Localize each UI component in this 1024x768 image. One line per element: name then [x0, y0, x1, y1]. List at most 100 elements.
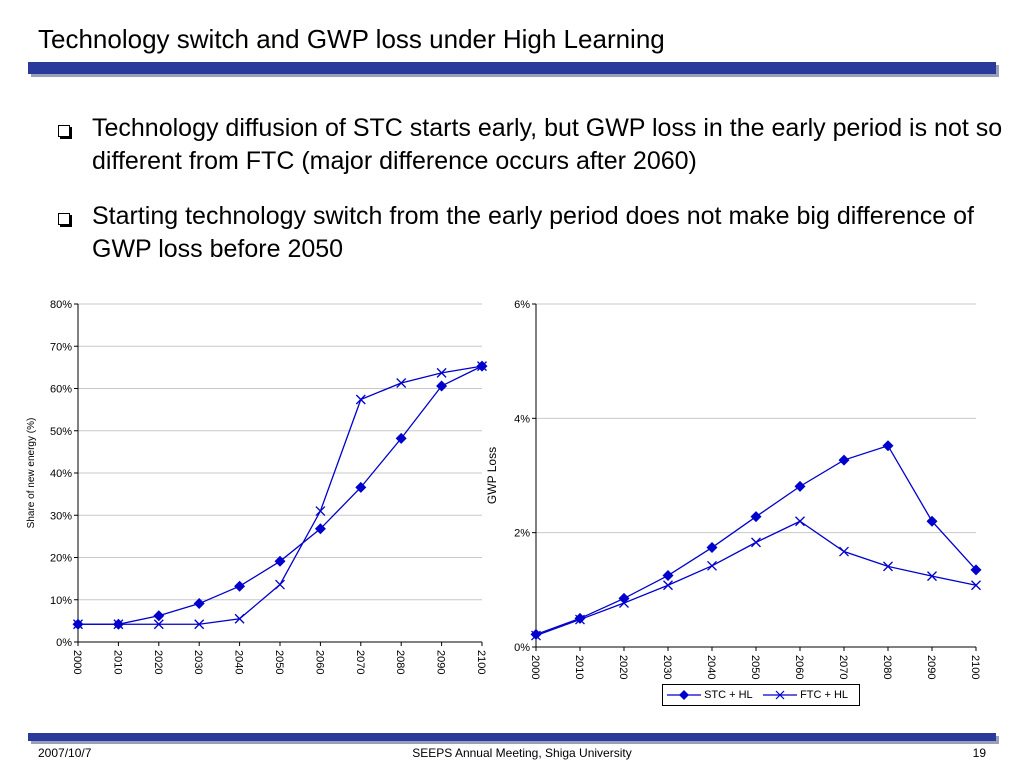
data-point-x — [751, 537, 761, 548]
bullet-item: Starting technology switch from the earl… — [54, 200, 1004, 266]
x-tick-label: 2030 — [661, 655, 673, 679]
slide-title: Technology switch and GWP loss under Hig… — [38, 24, 665, 54]
x-tick-label: 2070 — [837, 655, 849, 679]
x-tick-label: 2030 — [192, 650, 204, 674]
bullet-item: Technology diffusion of STC starts early… — [54, 112, 1004, 178]
y-tick-label: 50% — [50, 426, 72, 438]
data-point-x — [436, 367, 447, 378]
square-bullet-icon — [58, 213, 70, 225]
y-axis-label: Share of new energy (%) — [26, 418, 37, 529]
legend-line-diamond-icon — [667, 690, 701, 700]
y-tick-label: 10% — [50, 595, 72, 607]
series-line-0 — [78, 365, 483, 625]
data-point-x — [839, 546, 849, 557]
data-point-diamond — [314, 523, 326, 535]
data-point-diamond — [234, 580, 246, 592]
chart-share-new-energy: 0% 10% 20% 30% 40% 50% 60% 70% 80% 2000 2010 2020 20… — [26, 299, 488, 674]
series-line-1 — [78, 365, 483, 625]
x-tick-label: 2060 — [313, 650, 325, 674]
x-tick-label: 2050 — [273, 650, 285, 674]
data-point-diamond — [750, 511, 762, 523]
bullet-text: Starting technology switch from the earl… — [92, 202, 974, 263]
x-tick-label: 2050 — [749, 655, 761, 679]
data-point-x — [663, 580, 673, 591]
y-tick-label: 20% — [50, 553, 72, 565]
data-point-x — [795, 516, 805, 527]
y-tick-label: 40% — [50, 468, 72, 480]
data-point-x — [707, 560, 717, 571]
x-tick-label: 2080 — [881, 655, 893, 679]
data-point-x — [73, 619, 83, 630]
x-tick-label: 2000 — [71, 650, 83, 674]
title-rule — [28, 62, 996, 74]
data-point-diamond — [618, 592, 630, 604]
series-line-0 — [535, 444, 977, 636]
chart-legend: STC + HL FTC + HL — [662, 684, 860, 706]
y-tick-label: 0% — [514, 642, 530, 654]
x-tick-label: 2010 — [573, 655, 585, 679]
data-point-diamond — [970, 564, 982, 576]
data-point-diamond — [355, 481, 367, 493]
data-point-x — [396, 378, 407, 388]
x-tick-label: 2060 — [793, 655, 805, 679]
x-tick-label: 2080 — [394, 650, 406, 674]
y-tick-label: 6% — [514, 299, 530, 311]
data-point-diamond — [395, 432, 407, 444]
legend-line-x-icon — [763, 690, 797, 700]
x-tick-label: 2000 — [529, 655, 541, 679]
data-point-diamond — [706, 542, 718, 554]
x-tick-label: 2010 — [111, 650, 123, 674]
data-point-diamond — [662, 570, 674, 582]
x-tick-label: 2090 — [925, 655, 937, 679]
y-tick-label: 2% — [514, 528, 530, 540]
square-bullet-icon — [58, 125, 70, 137]
data-point-x — [194, 619, 205, 630]
legend-label-ftc: FTC + HL — [800, 689, 849, 701]
data-point-x — [315, 506, 326, 516]
data-point-x — [234, 613, 245, 624]
footer-date: 2007/10/7 — [38, 746, 92, 760]
data-point-diamond — [838, 454, 850, 466]
legend-item-stc: STC + HL — [667, 685, 753, 705]
bullet-list: Technology diffusion of STC starts early… — [54, 112, 1004, 288]
chart-gwp-loss: 0% 2% 4% 6% 2000 2010 2020 2030 2040 2050 2060 2070… — [485, 299, 982, 679]
data-point-x — [531, 630, 541, 641]
footer-rule — [28, 733, 996, 741]
y-axis-label: GWP Loss — [485, 447, 499, 504]
data-point-diamond — [153, 610, 165, 622]
footer-page-number: 19 — [972, 746, 986, 760]
data-point-x — [153, 619, 164, 630]
data-point-x — [477, 361, 487, 372]
bullet-text: Technology diffusion of STC starts early… — [92, 114, 1003, 175]
footer-center-text: SEEPS Annual Meeting, Shiga University — [412, 746, 632, 760]
data-point-diamond — [530, 628, 542, 640]
y-tick-label: 4% — [514, 413, 530, 425]
x-tick-label: 2040 — [705, 655, 717, 679]
x-tick-label: 2020 — [152, 650, 164, 674]
data-point-diamond — [794, 480, 806, 492]
y-tick-label: 60% — [50, 384, 72, 396]
y-tick-label: 80% — [50, 299, 72, 311]
y-tick-label: 70% — [50, 341, 72, 353]
y-tick-label: 30% — [50, 510, 72, 522]
x-tick-label: 2100 — [969, 655, 981, 679]
data-point-x — [275, 579, 285, 590]
x-tick-label: 2090 — [435, 650, 447, 674]
x-tick-label: 2020 — [617, 655, 629, 679]
x-tick-label: 2070 — [354, 650, 366, 674]
data-point-diamond — [882, 440, 894, 452]
legend-label-stc: STC + HL — [704, 689, 753, 701]
x-tick-label: 2100 — [475, 650, 487, 674]
x-tick-label: 2040 — [233, 650, 245, 674]
legend-item-ftc: FTC + HL — [763, 685, 848, 705]
data-point-diamond — [926, 515, 938, 527]
data-point-x — [113, 619, 124, 630]
data-point-x — [883, 561, 893, 572]
y-tick-label: 0% — [56, 637, 72, 649]
data-point-diamond — [193, 598, 205, 610]
data-point-x — [619, 598, 629, 608]
data-point-x — [971, 580, 981, 591]
data-point-x — [355, 394, 366, 405]
data-point-x — [575, 614, 585, 625]
data-point-x — [927, 571, 937, 582]
